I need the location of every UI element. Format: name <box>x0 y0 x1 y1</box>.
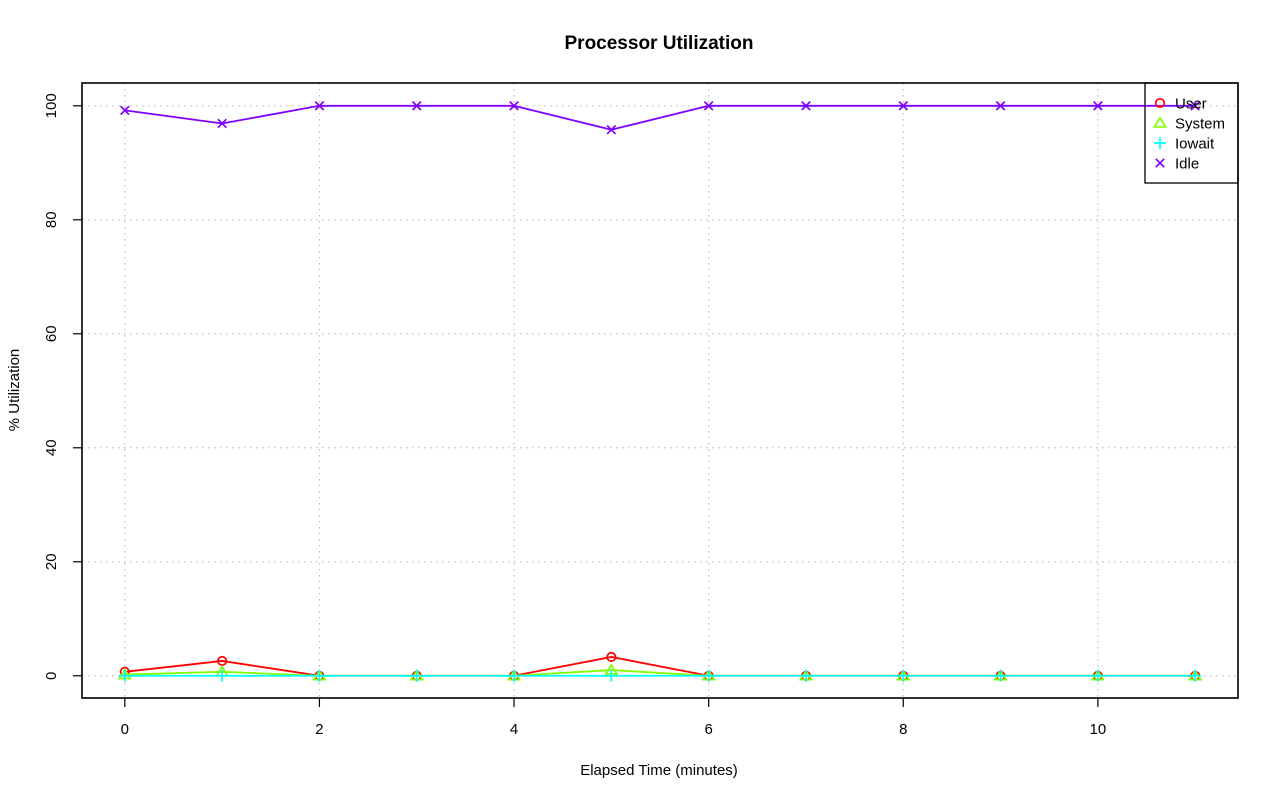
point-idle <box>898 100 909 111</box>
series-layer <box>117 100 1203 682</box>
point-idle <box>509 100 519 111</box>
point-iowait <box>994 669 1007 682</box>
point-user <box>606 651 617 663</box>
x-tick-label: 10 <box>1090 721 1107 738</box>
legend-marker-idle <box>1155 158 1165 168</box>
grid <box>82 83 1238 698</box>
point-idle <box>1093 100 1103 111</box>
point-iowait <box>508 669 521 682</box>
point-iowait <box>702 669 715 682</box>
x-axis: 0 2 4 6 8 10 <box>121 698 1107 738</box>
y-tick-label: 20 <box>43 553 60 570</box>
point-idle <box>801 100 811 111</box>
y-tick-label: 0 <box>43 672 60 680</box>
point-idle <box>314 100 325 111</box>
point-idle <box>995 100 1006 111</box>
series-idle <box>120 100 1200 135</box>
point-idle <box>120 105 130 116</box>
point-idle <box>411 100 422 111</box>
x-tick-label: 4 <box>510 721 518 738</box>
point-iowait <box>1189 669 1202 682</box>
point-iowait <box>118 669 131 682</box>
point-iowait <box>897 669 910 682</box>
point-iowait <box>313 669 326 682</box>
chart-title: Processor Utilization <box>565 33 754 54</box>
y-tick-label: 80 <box>43 211 60 228</box>
point-iowait <box>410 669 423 682</box>
point-idle <box>606 124 617 135</box>
legend-marker-system <box>1152 116 1168 128</box>
series-line-idle <box>124 104 1196 131</box>
point-idle <box>1190 100 1200 111</box>
plot-area-border <box>81 82 1239 699</box>
legend-marker-user <box>1154 97 1166 109</box>
legend-label-iowait: Iowait <box>1175 136 1215 153</box>
y-tick-label: 60 <box>43 325 60 342</box>
x-tick-label: 6 <box>704 721 712 738</box>
point-idle <box>703 100 714 111</box>
legend-label-user: User <box>1175 96 1207 113</box>
point-iowait <box>605 669 618 682</box>
point-iowait <box>1091 669 1104 682</box>
point-idle <box>217 118 227 129</box>
legend-box <box>1144 82 1239 184</box>
y-axis-label: % Utilization <box>6 349 23 432</box>
x-tick-label: 0 <box>121 721 129 738</box>
x-tick-label: 2 <box>315 721 323 738</box>
legend: User System Iowait Idle <box>1144 82 1239 184</box>
x-tick-label: 8 <box>899 721 907 738</box>
legend-label-idle: Idle <box>1175 156 1199 173</box>
y-tick-label: 40 <box>43 439 60 456</box>
y-axis: 0 20 40 60 80 100 <box>43 93 82 680</box>
legend-marker-iowait <box>1154 137 1166 149</box>
x-axis-label: Elapsed Time (minutes) <box>580 762 738 779</box>
point-iowait <box>216 669 229 682</box>
series-iowait <box>118 669 1202 682</box>
legend-label-system: System <box>1175 116 1225 133</box>
point-iowait <box>799 669 812 682</box>
y-tick-label: 100 <box>43 93 60 118</box>
